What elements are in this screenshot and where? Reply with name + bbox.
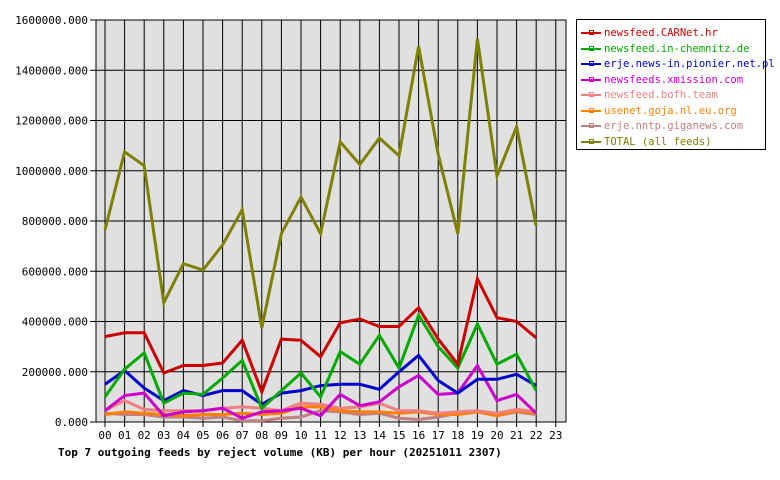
y-tick-label: 400000.000 [22,316,88,329]
y-tick-label: 1400000.000 [15,64,88,77]
legend-label: usenet.goja.nl.eu.org [604,104,737,117]
x-tick-label: 11 [314,429,327,442]
x-tick-label: 19 [471,429,484,442]
legend-item: TOTAL (all feeds) [581,135,711,149]
y-tick-label: 200000.000 [22,366,88,379]
chart-title: Top 7 outgoing feeds by reject volume (K… [58,446,502,459]
legend-line-marker-icon [581,30,601,35]
legend-line-marker-icon [581,138,601,144]
x-tick-label: 07 [236,429,249,442]
x-tick-label: 01 [118,429,131,442]
series-lines [103,38,538,423]
series-line-newsfeed-bofh-team [104,398,537,415]
x-tick-label: 21 [510,429,523,442]
legend-label: newsfeed.in-chemnitz.de [604,42,750,55]
legend-item: newsfeeds.xmission.com [581,73,743,87]
legend-label: newsfeed.bofh.team [604,89,718,101]
series-line-newsfeed-in-chemnitz-de [103,311,538,411]
legend-label: newsfeeds.xmission.com [604,73,744,86]
x-tick-label: 12 [334,429,347,442]
series-line-erje-news-in-pionier-net-pl [104,353,537,407]
x-tick-label: 15 [392,429,405,442]
x-tick-label: 04 [177,429,191,442]
legend-line-marker-icon [581,76,601,82]
x-tick-label: 09 [275,429,288,442]
x-tick-label: 03 [157,429,170,442]
y-tick-label: 600000.000 [22,265,88,278]
series-line-newsfeeds-xmission-com [104,362,538,420]
x-tick-label: 16 [412,429,425,442]
x-tick-label: 02 [138,429,151,442]
legend-label: erje.nntp.giganews.com [604,120,744,132]
x-tick-label: 13 [353,429,366,442]
legend-label: TOTAL (all feeds) [604,135,712,148]
legend-line-marker-icon [581,123,601,128]
y-axis: 0.000 200000.000 400000.000 600000.000 80000… [15,14,96,429]
y-tick-label: 1600000.000 [15,14,88,27]
x-tick-label: 00 [98,429,111,442]
legend-line-marker-icon [581,61,601,66]
series-line-newsfeed-carnet-hr [104,274,538,397]
legend: newsfeed.CARNet.hr newsfeed.in-chemnitz.d… [576,19,775,150]
y-tick-label: 1200000.000 [15,115,88,128]
legend-label: erje.news-in.pionier.net.pl [604,58,775,70]
legend-line-marker-icon [581,92,601,97]
legend-item: erje.news-in.pionier.net.pl [581,57,775,71]
legend-line-marker-icon [581,45,601,51]
x-tick-label: 18 [451,429,464,442]
x-tick-label: 20 [490,429,503,442]
x-axis: 00 01 02 03 04 05 06 07 08 09 10 11 12 13 14 15 16 17 18 19… [98,422,562,442]
series-line-total-all-feeds- [103,38,538,329]
x-tick-label: 22 [530,429,543,442]
x-tick-label: 23 [549,429,562,442]
series-line-usenet-goja-nl-eu-org [104,405,537,418]
y-tick-label: 1000000.000 [15,165,88,178]
y-tick-label: 0.000 [55,416,88,429]
x-tick-label: 10 [294,429,307,442]
x-tick-label: 17 [432,429,445,442]
x-tick-label: 14 [373,429,387,442]
legend-item: newsfeed.in-chemnitz.de [581,42,749,56]
x-tick-label: 06 [216,429,229,442]
legend-line-marker-icon [581,107,601,113]
x-tick-label: 08 [255,429,268,442]
x-tick-label: 05 [196,429,209,442]
legend-label: newsfeed.CARNet.hr [604,27,718,39]
legend-item: newsfeed.bofh.team [581,88,718,102]
legend-item: erje.nntp.giganews.com [581,119,743,133]
legend-item: newsfeed.CARNet.hr [581,26,718,40]
y-tick-label: 800000.000 [22,215,88,228]
legend-item: usenet.goja.nl.eu.org [581,104,737,118]
